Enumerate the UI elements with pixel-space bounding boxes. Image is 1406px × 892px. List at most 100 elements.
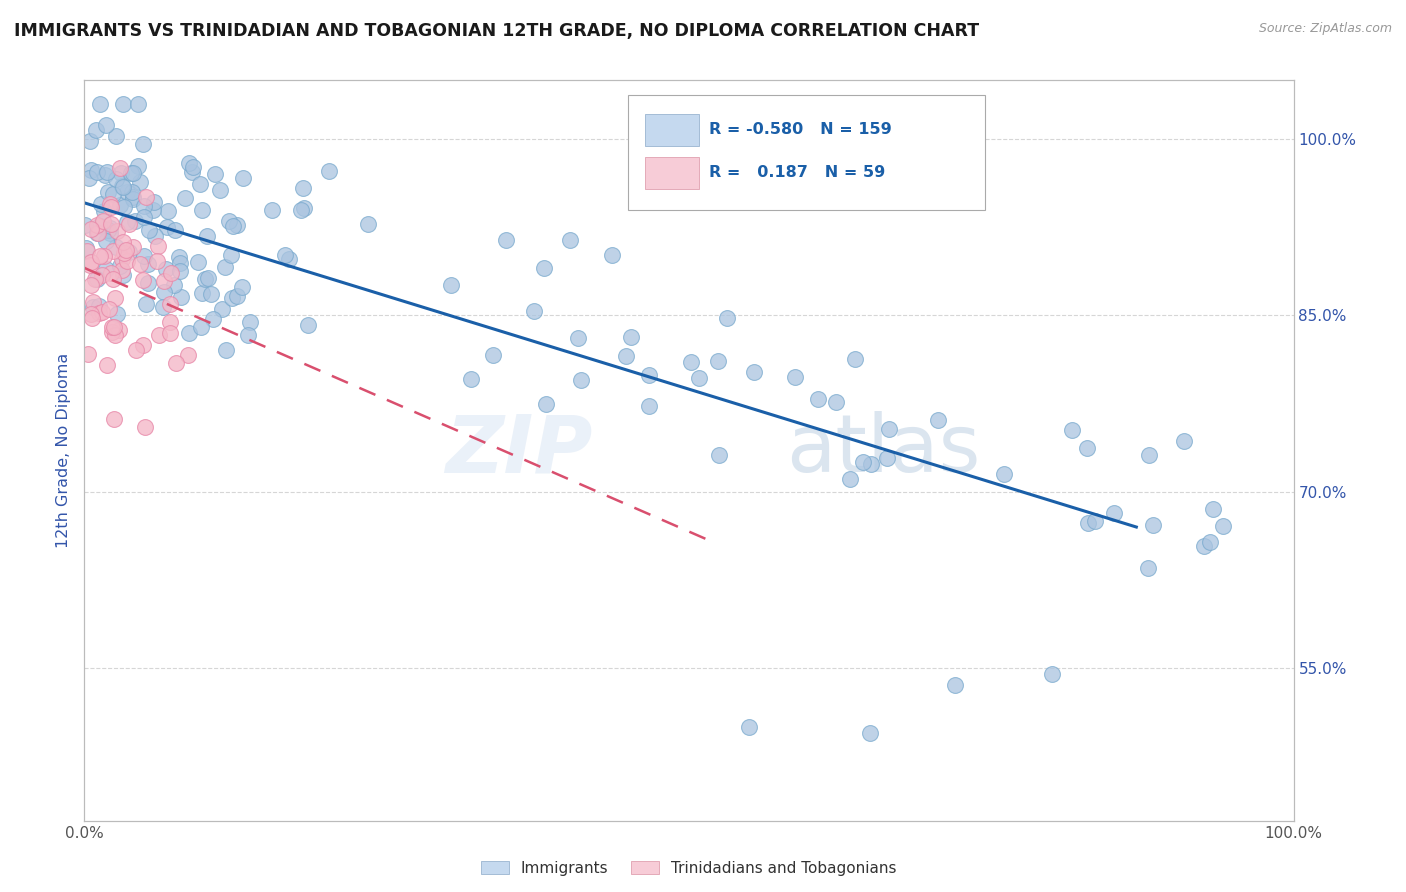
Point <box>79 307 101 321</box>
Point <box>156 219 179 234</box>
Point <box>191 285 214 300</box>
Point <box>89 305 111 319</box>
Point <box>79 258 101 272</box>
Point <box>122 166 145 180</box>
Point <box>82 300 104 314</box>
Point <box>77 170 100 185</box>
Point <box>115 254 138 268</box>
Point <box>76 244 98 258</box>
Point <box>108 260 131 274</box>
Point <box>214 343 236 357</box>
Point <box>218 214 240 228</box>
Point <box>221 291 243 305</box>
Point <box>231 280 253 294</box>
FancyBboxPatch shape <box>645 156 699 189</box>
Point <box>138 223 160 237</box>
Point <box>90 196 112 211</box>
Point <box>112 268 135 282</box>
Point <box>86 272 108 286</box>
Point <box>169 256 191 270</box>
Point <box>1102 506 1125 520</box>
Point <box>104 328 127 343</box>
Point <box>238 328 260 343</box>
Point <box>174 191 197 205</box>
Point <box>89 96 111 111</box>
Point <box>159 315 181 329</box>
Point <box>225 218 247 232</box>
Point <box>118 245 141 260</box>
Point <box>128 175 150 189</box>
Point <box>844 352 866 367</box>
Point <box>167 250 190 264</box>
Point <box>132 210 155 224</box>
Point <box>277 252 299 266</box>
Point <box>132 137 155 152</box>
Point <box>121 189 143 203</box>
Point <box>1194 539 1216 553</box>
Point <box>142 195 165 210</box>
Point <box>614 349 637 363</box>
Point <box>110 165 132 179</box>
Point <box>688 371 710 385</box>
Point <box>121 240 143 254</box>
Point <box>84 123 107 137</box>
Point <box>142 202 165 217</box>
Point <box>290 203 312 218</box>
Point <box>86 218 108 232</box>
Text: R =   0.187   N = 59: R = 0.187 N = 59 <box>710 165 886 180</box>
Point <box>1040 666 1063 681</box>
Point <box>201 312 224 326</box>
Point <box>177 348 200 362</box>
Point <box>115 243 138 257</box>
Point <box>82 310 104 325</box>
Point <box>79 134 101 148</box>
Point <box>534 397 557 411</box>
Point <box>89 249 111 263</box>
Point <box>523 304 546 318</box>
FancyBboxPatch shape <box>645 113 699 146</box>
Text: R = -0.580   N = 159: R = -0.580 N = 159 <box>710 122 893 137</box>
Point <box>860 457 883 471</box>
Point <box>200 287 222 301</box>
Point <box>96 234 118 248</box>
Point <box>177 156 200 170</box>
Text: IMMIGRANTS VS TRINIDADIAN AND TOBAGONIAN 12TH GRADE, NO DIPLOMA CORRELATION CHAR: IMMIGRANTS VS TRINIDADIAN AND TOBAGONIAN… <box>14 22 979 40</box>
Point <box>87 299 110 313</box>
Point <box>86 226 108 240</box>
Point <box>153 274 176 288</box>
Point <box>460 372 482 386</box>
Point <box>100 200 122 214</box>
Point <box>1142 518 1164 533</box>
Point <box>877 422 900 436</box>
Point <box>96 118 118 132</box>
Point <box>120 165 142 179</box>
Point <box>100 266 122 280</box>
Point <box>82 294 104 309</box>
Point <box>318 163 340 178</box>
Point <box>214 260 236 274</box>
Point <box>274 248 297 262</box>
Point <box>638 399 661 413</box>
Point <box>165 223 187 237</box>
Point <box>170 290 193 304</box>
Point <box>97 185 120 199</box>
Point <box>620 330 643 344</box>
Point <box>111 96 134 111</box>
Point <box>110 161 132 175</box>
Point <box>125 343 148 358</box>
Point <box>876 451 898 466</box>
Point <box>190 319 212 334</box>
Point <box>91 268 114 282</box>
Point <box>101 186 124 201</box>
Point <box>297 318 319 332</box>
Text: Source: ZipAtlas.com: Source: ZipAtlas.com <box>1258 22 1392 36</box>
Point <box>707 353 730 368</box>
Point <box>742 364 765 378</box>
Point <box>108 323 131 337</box>
Point <box>124 213 146 227</box>
Point <box>111 252 134 266</box>
Point <box>105 307 128 321</box>
Point <box>197 270 219 285</box>
Point <box>93 204 115 219</box>
Point <box>1137 448 1160 462</box>
